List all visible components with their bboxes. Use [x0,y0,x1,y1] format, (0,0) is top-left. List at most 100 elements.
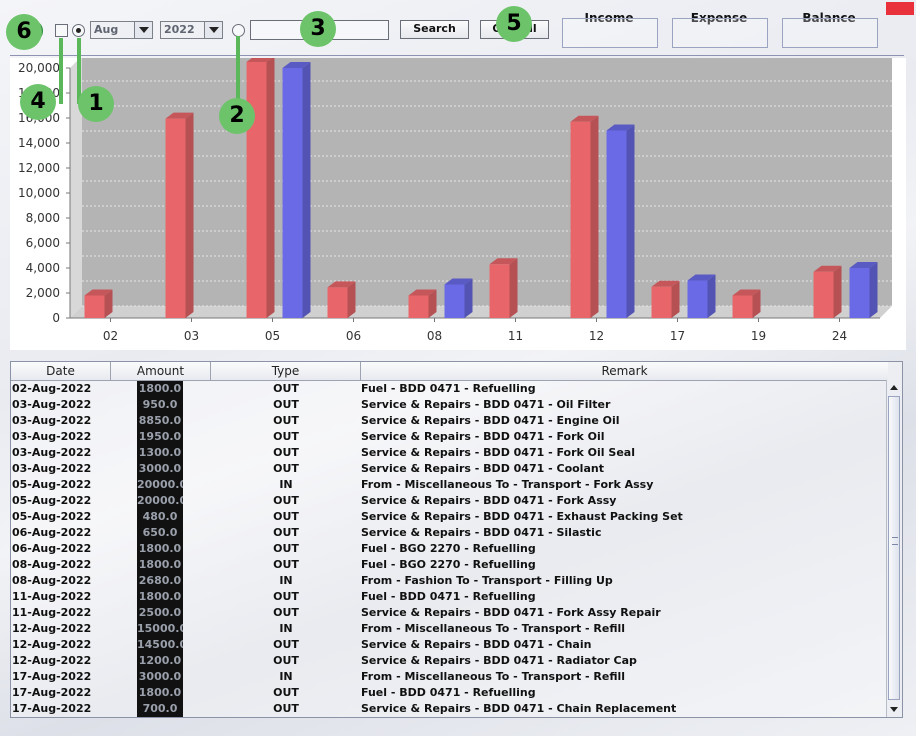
table-row[interactable]: 11-Aug-2022 2500.0 OUT Service & Repairs - … [11,605,888,621]
column-header-amount[interactable]: Amount [111,362,211,380]
scrollbar-thumb[interactable] [888,396,900,700]
column-header-date[interactable]: Date [11,362,111,380]
toolbar-divider [10,55,904,56]
cell-type: OUT [273,590,299,603]
table-row[interactable]: 17-Aug-2022 700.0 OUT Service & Repairs - B… [11,701,888,717]
scroll-down-icon[interactable] [887,702,902,717]
cell-amount: 1800.0 [137,685,183,701]
table-row[interactable]: 08-Aug-2022 2680.0 IN From - Fashion To - T… [11,573,888,589]
y-tick-label: 10,000 [18,186,60,200]
cell-type: OUT [273,414,299,427]
cell-type: OUT [273,638,299,651]
bar [489,258,518,318]
cell-amount: 20000.0 [137,477,183,493]
table-row[interactable]: 12-Aug-2022 14500.0 OUT Service & Repairs -… [11,637,888,653]
table-row[interactable]: 17-Aug-2022 3000.0 IN From - Miscellaneous … [11,669,888,685]
cell-date: 05-Aug-2022 [12,478,92,491]
window-flag[interactable] [886,2,914,15]
x-tick-label: 06 [346,329,361,343]
cell-remark: Service & Repairs - BDD 0471 - Exhaust P… [361,510,683,523]
cell-amount: 3000.0 [137,669,183,685]
year-select[interactable]: 2022 [160,21,223,39]
callout-badge: 4 [20,84,56,120]
cell-amount: 1800.0 [137,541,183,557]
table-row[interactable]: 08-Aug-2022 1800.0 OUT Fuel - BGO 2270 - Re… [11,557,888,573]
cell-date: 11-Aug-2022 [12,606,92,619]
bar [282,62,311,318]
column-header-type[interactable]: Type [211,362,361,380]
table-row[interactable]: 17-Aug-2022 1800.0 OUT Fuel - BDD 0471 - Re… [11,685,888,701]
cell-remark: Fuel - BDD 0471 - Refuelling [361,382,536,395]
cell-remark: Service & Repairs - BDD 0471 - Engine Oi… [361,414,620,427]
cell-date: 03-Aug-2022 [12,430,92,443]
cell-remark: Fuel - BDD 0471 - Refuelling [361,590,536,603]
table-row[interactable]: 03-Aug-2022 1950.0 OUT Service & Repairs - … [11,429,888,445]
date-filter-checkbox[interactable] [55,24,68,37]
table-row[interactable]: 06-Aug-2022 650.0 OUT Service & Repairs - B… [11,525,888,541]
table-row[interactable]: 11-Aug-2022 1800.0 OUT Fuel - BDD 0471 - Re… [11,589,888,605]
month-select[interactable]: Aug [90,21,153,39]
chevron-down-icon[interactable] [134,22,152,38]
chevron-down-icon[interactable] [204,22,222,38]
cell-remark: Service & Repairs - BDD 0471 - Fork Assy… [361,606,661,619]
table-row[interactable]: 06-Aug-2022 1800.0 OUT Fuel - BGO 2270 - Re… [11,541,888,557]
cell-type: IN [279,478,293,491]
table-row[interactable]: 12-Aug-2022 15000.0 IN From - Miscellaneous… [11,621,888,637]
table-row[interactable]: 05-Aug-2022 20000.0 IN From - Miscellaneous… [11,477,888,493]
callout-badge: 2 [219,98,255,134]
y-tick-label: 6,000 [26,236,60,250]
y-tick-label: 0 [52,311,60,325]
y-tick-label: 20,000 [18,61,60,75]
table-row[interactable]: 12-Aug-2022 1200.0 OUT Service & Repairs - … [11,653,888,669]
month-radio[interactable] [72,24,85,37]
y-tick-label: 2,000 [26,286,60,300]
cell-amount: 20000.0 [137,493,183,509]
cell-date: 02-Aug-2022 [12,382,92,395]
column-header-remark[interactable]: Remark [601,364,648,378]
y-tick-label: 8,000 [26,211,60,225]
vertical-scrollbar[interactable] [886,380,902,717]
year-select-value: 2022 [164,23,195,36]
cell-type: IN [279,622,293,635]
cell-date: 08-Aug-2022 [12,574,92,587]
scroll-up-icon[interactable] [887,380,902,395]
bar [84,289,113,318]
bar [687,274,716,318]
cell-amount: 1800.0 [137,381,183,397]
balance-value-box [782,18,878,48]
table-row[interactable]: 03-Aug-2022 8850.0 OUT Service & Repairs - … [11,413,888,429]
cell-date: 08-Aug-2022 [12,558,92,571]
cell-date: 03-Aug-2022 [12,462,92,475]
cell-remark: Service & Repairs - BDD 0471 - Chain Rep… [361,702,677,715]
cell-remark: Service & Repairs - BDD 0471 - Chain [361,638,592,651]
cell-date: 12-Aug-2022 [12,622,92,635]
cell-amount: 1200.0 [137,653,183,669]
search-button[interactable]: Search [400,20,469,39]
table-row[interactable]: 03-Aug-2022 1300.0 OUT Service & Repairs - … [11,445,888,461]
table-row[interactable]: 05-Aug-2022 480.0 OUT Service & Repairs - B… [11,509,888,525]
bar [165,112,194,318]
cell-amount: 14500.0 [137,637,183,653]
month-select-value: Aug [94,23,119,36]
y-tick-label: 12,000 [18,161,60,175]
table-row[interactable]: 03-Aug-2022 950.0 OUT Service & Repairs - B… [11,397,888,413]
cell-date: 03-Aug-2022 [12,398,92,411]
cell-type: IN [279,670,293,683]
cell-date: 17-Aug-2022 [12,670,92,683]
cell-type: OUT [273,398,299,411]
table-row[interactable]: 02-Aug-2022 1800.0 OUT Fuel - BDD 0471 - Re… [11,381,888,397]
cell-date: 06-Aug-2022 [12,526,92,539]
cell-amount: 1950.0 [137,429,183,445]
cell-remark: Service & Repairs - BDD 0471 - Fork Oil [361,430,605,443]
cell-remark: Fuel - BGO 2270 - Refuelling [361,558,536,571]
cell-type: OUT [273,542,299,555]
cell-remark: From - Miscellaneous To - Transport - Re… [361,670,626,683]
table-row[interactable]: 03-Aug-2022 3000.0 OUT Service & Repairs - … [11,461,888,477]
cell-date: 05-Aug-2022 [12,510,92,523]
cell-date: 11-Aug-2022 [12,590,92,603]
y-tick-label: 4,000 [26,261,60,275]
table-row[interactable]: 05-Aug-2022 20000.0 OUT Service & Repairs -… [11,493,888,509]
x-tick-label: 12 [589,329,604,343]
callout-badge: 5 [496,6,532,42]
cell-type: OUT [273,382,299,395]
